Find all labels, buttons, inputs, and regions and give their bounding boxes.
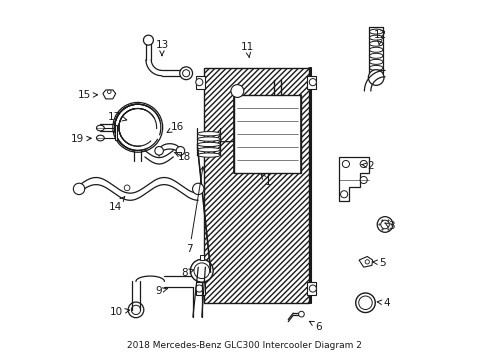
Bar [203, 68, 308, 303]
Text: 18: 18 [174, 152, 190, 162]
Text: 9: 9 [155, 286, 167, 296]
Circle shape [182, 70, 189, 77]
Text: 7: 7 [186, 167, 204, 255]
Bar [200, 255, 203, 260]
Circle shape [365, 260, 368, 264]
Circle shape [107, 90, 111, 94]
Text: 14: 14 [109, 197, 124, 212]
Ellipse shape [368, 35, 382, 40]
Text: 19: 19 [70, 134, 91, 144]
Polygon shape [338, 157, 368, 201]
Ellipse shape [355, 293, 374, 312]
Polygon shape [358, 257, 372, 267]
Ellipse shape [368, 41, 382, 46]
Circle shape [194, 263, 209, 279]
Circle shape [73, 183, 84, 195]
Circle shape [359, 176, 366, 184]
Ellipse shape [368, 66, 382, 71]
Ellipse shape [368, 53, 382, 58]
Circle shape [124, 185, 130, 191]
Circle shape [308, 285, 316, 292]
Ellipse shape [197, 148, 220, 152]
Circle shape [342, 161, 349, 167]
Circle shape [131, 305, 141, 315]
Ellipse shape [368, 59, 382, 64]
Circle shape [367, 70, 383, 85]
Polygon shape [102, 90, 116, 99]
Circle shape [308, 78, 316, 86]
Text: 16: 16 [167, 122, 183, 132]
Circle shape [155, 147, 163, 155]
Ellipse shape [96, 135, 104, 141]
Bar [306, 76, 315, 89]
Circle shape [128, 302, 143, 318]
Ellipse shape [197, 142, 220, 147]
Circle shape [298, 311, 304, 317]
Ellipse shape [96, 125, 104, 131]
Text: 4: 4 [376, 298, 389, 308]
Bar [114, 125, 117, 140]
Circle shape [143, 35, 153, 45]
Text: 13: 13 [155, 40, 168, 55]
Text: 8: 8 [181, 267, 193, 278]
Circle shape [376, 217, 392, 232]
Bar [196, 282, 205, 295]
Text: 15: 15 [78, 90, 98, 100]
Bar [233, 95, 301, 173]
Circle shape [195, 78, 203, 86]
Text: 10: 10 [109, 307, 129, 318]
Text: 1: 1 [261, 174, 270, 187]
Text: 11: 11 [240, 41, 253, 57]
Circle shape [192, 183, 203, 195]
Text: 6: 6 [309, 321, 322, 332]
Bar [196, 76, 205, 89]
Text: 12: 12 [373, 30, 386, 45]
Text: 3: 3 [384, 221, 394, 231]
Ellipse shape [197, 132, 220, 136]
Circle shape [180, 67, 192, 80]
Text: 5: 5 [372, 257, 385, 267]
Ellipse shape [197, 137, 220, 141]
Text: 2018 Mercedes-Benz GLC300 Intercooler Diagram 2: 2018 Mercedes-Benz GLC300 Intercooler Di… [127, 341, 361, 350]
Circle shape [359, 161, 366, 167]
Circle shape [230, 85, 244, 98]
Ellipse shape [368, 29, 382, 34]
Ellipse shape [368, 47, 382, 52]
Circle shape [195, 285, 203, 292]
Circle shape [380, 220, 388, 229]
Bar [306, 282, 315, 295]
Ellipse shape [197, 153, 220, 157]
Text: 17: 17 [107, 112, 126, 122]
Circle shape [340, 191, 347, 198]
Ellipse shape [358, 296, 371, 310]
Circle shape [176, 147, 184, 155]
Text: 2: 2 [361, 161, 373, 171]
Circle shape [190, 259, 213, 282]
